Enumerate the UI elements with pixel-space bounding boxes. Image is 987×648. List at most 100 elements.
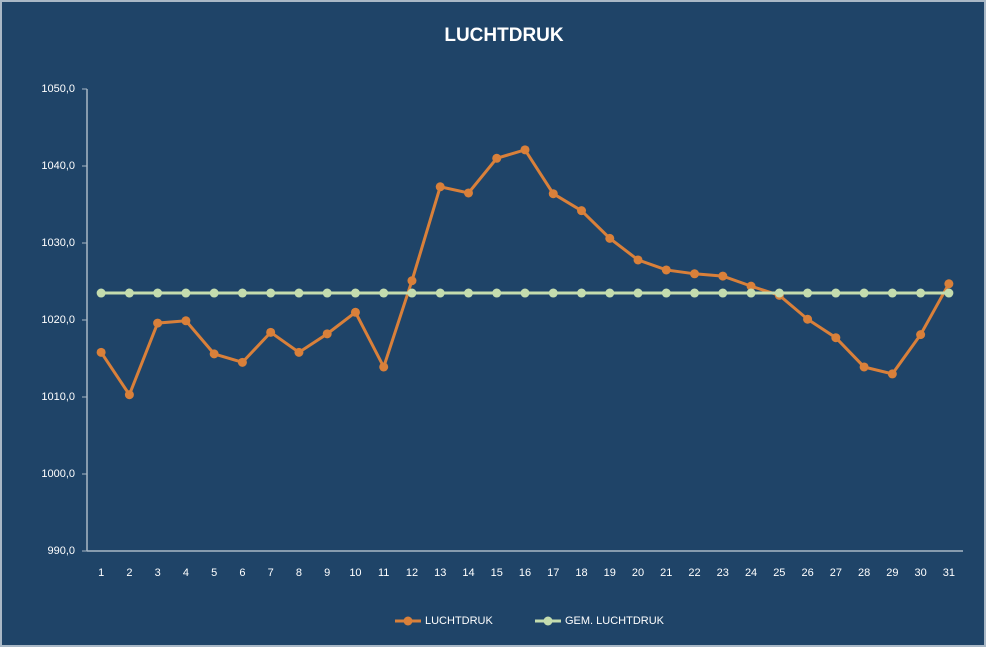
- legend-label: GEM. LUCHTDRUK: [565, 615, 665, 627]
- data-point: [661, 265, 671, 275]
- x-tick-label: 13: [434, 567, 446, 579]
- data-point: [379, 362, 389, 372]
- data-point: [577, 288, 587, 298]
- x-tick-label: 4: [183, 567, 189, 579]
- data-point: [463, 288, 473, 298]
- data-point: [153, 318, 163, 328]
- x-tick-label: 1: [98, 567, 104, 579]
- data-point: [237, 288, 247, 298]
- data-point: [350, 288, 360, 298]
- data-point: [435, 288, 445, 298]
- x-tick-label: 24: [745, 567, 757, 579]
- chart-title: LUCHTDRUK: [444, 25, 564, 46]
- x-tick-label: 26: [801, 567, 813, 579]
- x-tick-label: 19: [604, 567, 616, 579]
- data-point: [209, 349, 219, 359]
- data-point: [294, 288, 304, 298]
- x-tick-label: 12: [406, 567, 418, 579]
- data-point: [266, 327, 276, 337]
- data-point: [859, 288, 869, 298]
- data-point: [633, 288, 643, 298]
- data-point: [548, 189, 558, 199]
- data-point: [690, 288, 700, 298]
- data-point: [605, 233, 615, 243]
- data-point: [463, 188, 473, 198]
- y-tick-label: 1020,0: [41, 314, 75, 326]
- data-point: [661, 288, 671, 298]
- data-point: [153, 288, 163, 298]
- data-point: [774, 288, 784, 298]
- data-point: [831, 288, 841, 298]
- data-point: [322, 329, 332, 339]
- x-tick-label: 14: [462, 567, 474, 579]
- data-point: [407, 288, 417, 298]
- data-point: [746, 281, 756, 291]
- x-tick-label: 8: [296, 567, 302, 579]
- data-point: [435, 182, 445, 192]
- data-point: [237, 357, 247, 367]
- data-point: [322, 288, 332, 298]
- x-tick-label: 2: [126, 567, 132, 579]
- x-tick-label: 25: [773, 567, 785, 579]
- data-point: [916, 288, 926, 298]
- legend-label: LUCHTDRUK: [425, 615, 494, 627]
- x-tick-label: 10: [349, 567, 361, 579]
- x-tick-label: 16: [519, 567, 531, 579]
- data-point: [803, 288, 813, 298]
- data-point: [520, 288, 530, 298]
- data-point: [831, 333, 841, 343]
- data-point: [605, 288, 615, 298]
- data-point: [181, 316, 191, 326]
- data-point: [181, 288, 191, 298]
- x-tick-label: 5: [211, 567, 217, 579]
- x-tick-label: 23: [717, 567, 729, 579]
- data-point: [887, 369, 897, 379]
- data-point: [266, 288, 276, 298]
- data-point: [209, 288, 219, 298]
- x-tick-label: 30: [914, 567, 926, 579]
- data-point: [718, 271, 728, 281]
- x-tick-label: 3: [155, 567, 161, 579]
- legend-marker: [403, 616, 413, 626]
- data-point: [718, 288, 728, 298]
- data-point: [96, 347, 106, 357]
- data-point: [124, 390, 134, 400]
- data-point: [633, 255, 643, 265]
- x-tick-label: 27: [830, 567, 842, 579]
- data-point: [492, 288, 502, 298]
- y-tick-label: 1000,0: [41, 468, 75, 480]
- data-point: [916, 330, 926, 340]
- x-tick-label: 22: [688, 567, 700, 579]
- data-point: [350, 307, 360, 317]
- x-tick-label: 7: [268, 567, 274, 579]
- data-point: [379, 288, 389, 298]
- x-tick-label: 21: [660, 567, 672, 579]
- data-point: [746, 288, 756, 298]
- data-point: [492, 153, 502, 163]
- data-point: [294, 347, 304, 357]
- y-tick-label: 990,0: [47, 545, 75, 557]
- y-tick-label: 1050,0: [41, 83, 75, 95]
- data-point: [859, 362, 869, 372]
- data-point: [803, 314, 813, 324]
- x-tick-label: 17: [547, 567, 559, 579]
- x-tick-label: 29: [886, 567, 898, 579]
- y-tick-label: 1010,0: [41, 391, 75, 403]
- data-point: [548, 288, 558, 298]
- x-tick-label: 15: [491, 567, 503, 579]
- x-tick-label: 20: [632, 567, 644, 579]
- x-tick-label: 11: [378, 567, 389, 579]
- data-point: [577, 206, 587, 216]
- x-tick-label: 31: [943, 567, 955, 579]
- x-tick-label: 6: [239, 567, 245, 579]
- data-point: [520, 145, 530, 155]
- data-point: [944, 279, 954, 289]
- data-point: [887, 288, 897, 298]
- y-tick-label: 1030,0: [41, 237, 75, 249]
- x-tick-label: 9: [324, 567, 330, 579]
- x-tick-label: 28: [858, 567, 870, 579]
- data-point: [407, 276, 417, 286]
- data-point: [96, 288, 106, 298]
